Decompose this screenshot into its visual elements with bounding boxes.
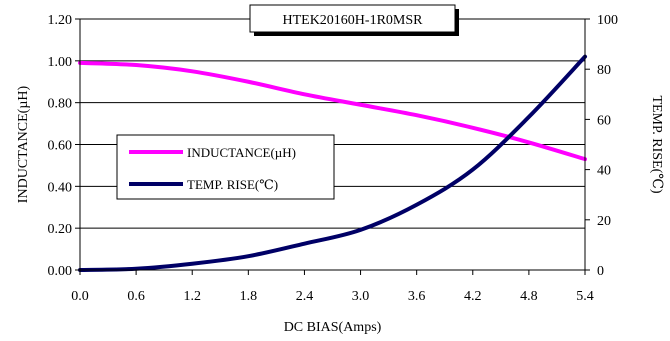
y-right-tick-label-5: 100: [597, 13, 618, 28]
y-right-tick-label-1: 20: [597, 214, 611, 229]
x-tick-label-0: 0.0: [71, 289, 89, 304]
y-right-tick-label-4: 80: [597, 63, 611, 78]
y-left-tick-label-6: 1.20: [48, 13, 73, 28]
y-left-axis-title: INDUCTANCE(µH): [16, 85, 31, 203]
y-right-tick-label-3: 60: [597, 113, 611, 128]
y-left-tick-label-4: 0.80: [48, 97, 73, 112]
y-left-tick-label-0: 0.00: [48, 264, 73, 279]
text-layer: 0.0 0.6 1.2 1.8 2.4 3.0 3.6 4.2 4.8 5.4 0.00 0.20 0.…: [16, 13, 664, 335]
y-right-tick-label-2: 40: [597, 164, 611, 179]
x-tick-label-1: 0.6: [127, 289, 145, 304]
y-right-tick-label-0: 0: [597, 264, 604, 279]
legend-label-0: INDUCTANCE(µH): [187, 145, 296, 160]
series-layer: [78, 54, 587, 272]
x-tick-label-7: 4.2: [464, 289, 482, 304]
y-right-axis-title: TEMP. RISE(℃): [649, 95, 664, 193]
x-tick-label-6: 3.6: [408, 289, 426, 304]
x-tick-label-8: 4.8: [520, 289, 538, 304]
x-tick-label-4: 2.4: [296, 289, 314, 304]
x-tick-label-9: 5.4: [576, 289, 594, 304]
x-tick-label-3: 1.8: [240, 289, 258, 304]
series-line-1: [78, 54, 587, 272]
y-left-tick-label-2: 0.40: [48, 180, 73, 195]
series-line-0: [78, 60, 587, 162]
title-box-frame: [249, 4, 456, 33]
y-left-tick-label-3: 0.60: [48, 139, 73, 154]
chart-title: HTEK20160H-1R0MSR: [282, 13, 423, 28]
x-tick-label-2: 1.2: [183, 289, 201, 304]
legend: INDUCTANCE(µH) TEMP. RISE(℃): [116, 134, 335, 200]
legend-box: [116, 134, 335, 200]
legend-label-1: TEMP. RISE(℃): [187, 177, 278, 192]
x-tick-label-5: 3.0: [352, 289, 370, 304]
x-axis-title: DC BIAS(Amps): [284, 320, 382, 335]
y-left-tick-label-1: 0.20: [48, 222, 73, 237]
y-left-tick-label-5: 1.00: [48, 55, 73, 70]
title-box: HTEK20160H-1R0MSR: [249, 4, 459, 36]
